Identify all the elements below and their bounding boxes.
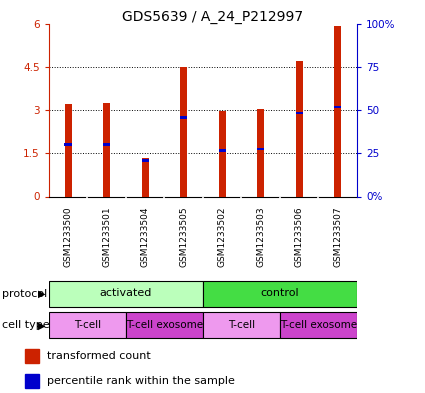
Text: control: control (261, 288, 299, 298)
Text: ▶: ▶ (38, 289, 46, 299)
Text: T-cell exosome: T-cell exosome (280, 320, 357, 330)
Bar (142, 159, 149, 162)
Text: GSM1233505: GSM1233505 (179, 206, 188, 267)
Text: cell type: cell type (2, 320, 50, 331)
Bar (280, 312, 357, 338)
Bar (295, 112, 303, 114)
Bar (65, 104, 71, 196)
Bar (49, 281, 203, 307)
Bar (296, 61, 303, 196)
Bar (180, 116, 187, 119)
Text: T-cell: T-cell (74, 320, 101, 330)
Bar (103, 143, 110, 146)
Text: transformed count: transformed count (47, 351, 151, 361)
Bar (25, 349, 39, 364)
Text: GDS5639 / A_24_P212997: GDS5639 / A_24_P212997 (122, 10, 303, 24)
Bar (218, 149, 226, 152)
Bar (219, 112, 226, 196)
Bar (257, 148, 264, 150)
Bar (334, 26, 341, 196)
Bar (25, 374, 39, 388)
Text: percentile rank within the sample: percentile rank within the sample (47, 376, 235, 386)
Text: ▶: ▶ (38, 320, 46, 331)
Text: GSM1233501: GSM1233501 (102, 206, 111, 267)
Bar (142, 158, 149, 196)
Text: GSM1233503: GSM1233503 (256, 206, 265, 267)
Bar (49, 312, 126, 338)
Bar (257, 108, 264, 196)
Bar (203, 312, 280, 338)
Bar (103, 103, 110, 196)
Bar (334, 106, 341, 108)
Text: GSM1233504: GSM1233504 (141, 207, 150, 267)
Bar (203, 281, 357, 307)
Text: GSM1233506: GSM1233506 (295, 206, 304, 267)
Bar (180, 67, 187, 196)
Bar (65, 143, 72, 146)
Text: GSM1233507: GSM1233507 (333, 206, 342, 267)
Text: GSM1233502: GSM1233502 (218, 207, 227, 267)
Text: GSM1233500: GSM1233500 (64, 206, 73, 267)
Bar (126, 312, 203, 338)
Text: activated: activated (100, 288, 152, 298)
Text: protocol: protocol (2, 289, 47, 299)
Text: T-cell exosome: T-cell exosome (126, 320, 203, 330)
Text: T-cell: T-cell (228, 320, 255, 330)
